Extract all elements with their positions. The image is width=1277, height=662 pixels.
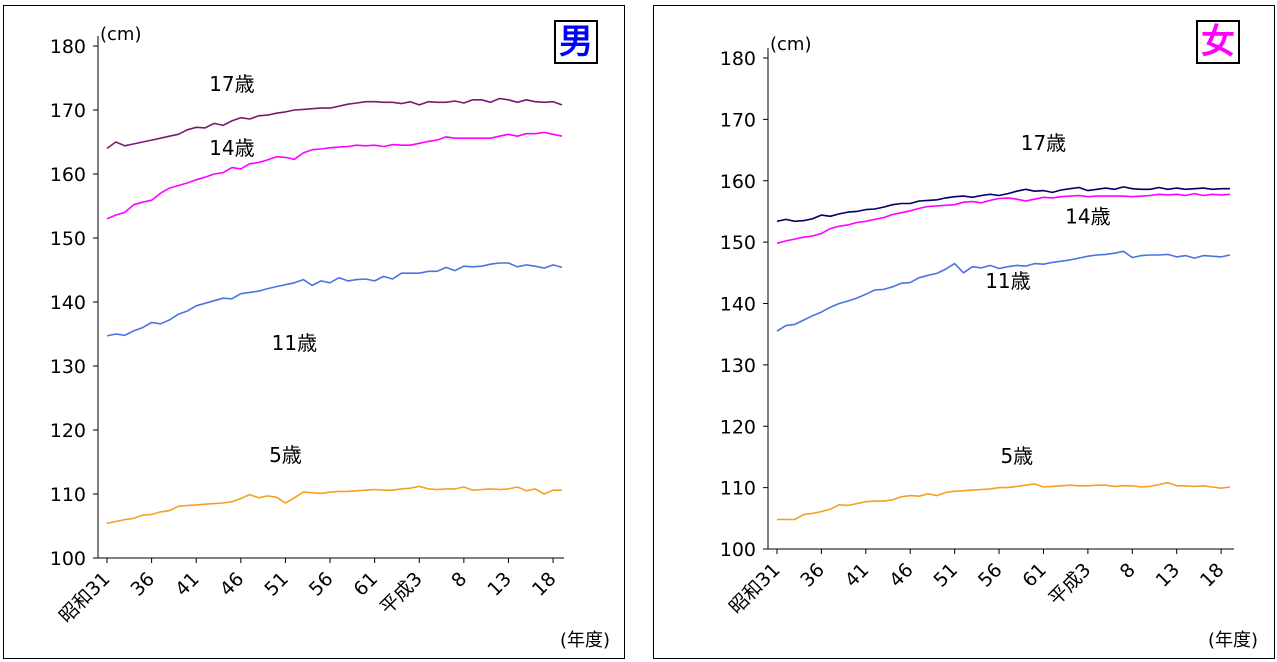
x-tick-label: 13	[1152, 559, 1185, 592]
x-tick-label: 56	[974, 559, 1007, 592]
y-tick-label: 120	[720, 416, 756, 438]
x-axis-unit: (年度)	[560, 630, 610, 651]
x-tick-label: 昭和31	[725, 559, 785, 619]
chart-panel-female: 100 110 120 130 140 150 160 170 180 昭和31 36 41 46 51 5…	[653, 5, 1275, 659]
x-tick-label: 51	[260, 568, 293, 601]
series-line-3	[777, 481, 1231, 521]
y-tick-label: 120	[50, 420, 86, 442]
series-line-2	[106, 262, 563, 337]
x-tick-label: 46	[216, 568, 249, 601]
y-tick-label: 170	[50, 100, 86, 122]
y-tick-label: 110	[720, 478, 756, 500]
series-label: 14歳	[209, 136, 254, 160]
x-tick-label: 13	[483, 568, 516, 601]
y-tick-label: 180	[50, 36, 86, 58]
chart-male: 100 110 120 130 140 150 160 170 180 昭和31 36 41 46 51 5…	[50, 24, 610, 651]
y-axis-unit: (cm)	[100, 24, 141, 45]
x-tick-label: 平成3	[1044, 559, 1095, 610]
y-tick-label: 100	[50, 548, 86, 570]
series-line-0	[106, 97, 563, 150]
y-tick-label: 150	[720, 232, 756, 254]
badge-female: 女	[1196, 20, 1240, 64]
series-line-0	[776, 186, 1230, 223]
y-tick-label: 160	[720, 171, 756, 193]
x-tick-label: 8	[1116, 559, 1140, 583]
x-tick-label: 18	[528, 568, 561, 601]
x-tick-label: 8	[447, 568, 471, 592]
x-tick-label: 61	[1018, 559, 1051, 592]
y-tick-label: 140	[720, 294, 756, 316]
series-line-2	[776, 250, 1231, 332]
series-label: 14歳	[1065, 205, 1110, 229]
y-tick-label: 160	[50, 164, 86, 186]
x-tick-label: 36	[126, 568, 159, 601]
x-tick-label: 56	[305, 568, 338, 601]
y-tick-label: 170	[720, 109, 756, 131]
x-tick-label: 51	[930, 559, 963, 592]
x-tick-label: 18	[1196, 559, 1229, 592]
y-tick-label: 130	[720, 355, 756, 377]
x-tick-label: 41	[841, 559, 874, 592]
x-tick-label: 61	[350, 568, 383, 601]
x-tick-label: 46	[885, 559, 918, 592]
x-axis-unit: (年度)	[1208, 630, 1258, 651]
chart-female: 100 110 120 130 140 150 160 170 180 昭和31 36 41 46 51 5…	[720, 34, 1258, 651]
series-label: 17歳	[209, 72, 254, 96]
badge-male: 男	[554, 20, 598, 64]
x-tick-label: 平成3	[376, 568, 427, 619]
series-line-3	[106, 485, 562, 525]
series-line-1	[106, 131, 563, 220]
series-label: 11歳	[272, 331, 317, 355]
series-label: 11歳	[985, 269, 1030, 293]
x-tick-label: 昭和31	[55, 568, 115, 628]
series-label: 5歳	[269, 443, 302, 467]
x-tick-label: 41	[171, 568, 204, 601]
y-tick-label: 110	[50, 484, 86, 506]
series-line-1	[776, 192, 1231, 245]
y-tick-label: 130	[50, 356, 86, 378]
y-tick-label: 150	[50, 228, 86, 250]
series-label: 5歳	[1000, 444, 1033, 468]
chart-panel-male: 100 110 120 130 140 150 160 170 180 昭和31 36 41 46 51 5…	[3, 5, 625, 659]
x-tick-label: 36	[796, 559, 829, 592]
series-label: 17歳	[1021, 131, 1066, 155]
y-tick-label: 180	[720, 48, 756, 70]
y-tick-label: 140	[50, 292, 86, 314]
y-axis-unit: (cm)	[770, 34, 811, 55]
y-tick-label: 100	[720, 539, 756, 561]
